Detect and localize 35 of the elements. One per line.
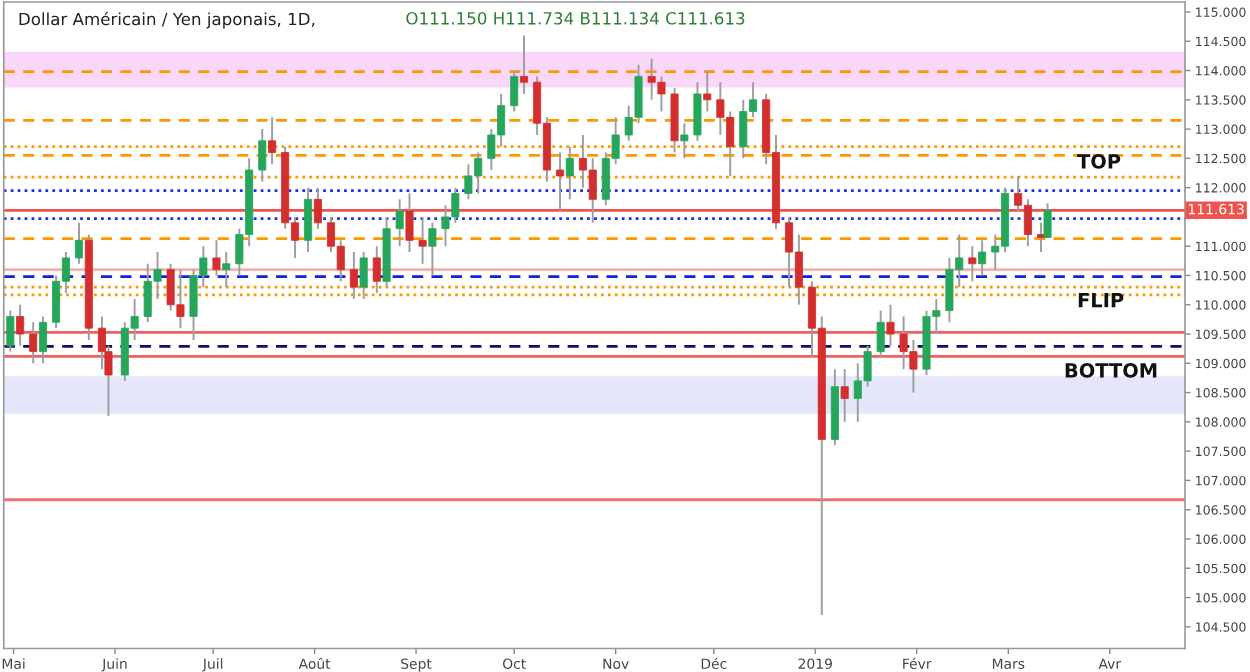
candlestick (840, 368, 849, 423)
candlestick (968, 245, 977, 283)
candlestick (16, 303, 25, 347)
annotation: TOP (1077, 153, 1121, 169)
candlestick (395, 198, 404, 248)
candlestick (556, 151, 565, 213)
annotation: BOTTOM (1065, 363, 1157, 378)
candlestick (359, 251, 368, 300)
candlestick (418, 215, 427, 265)
candlestick (978, 239, 987, 277)
candlestick (372, 245, 381, 295)
candlestick (268, 116, 277, 166)
candlestick (349, 251, 358, 300)
chart-subtitle: O111.150 H111.734 B111.134 C111.613 (406, 12, 745, 25)
candlestick (304, 186, 313, 254)
annotation: FLIP (1078, 293, 1124, 308)
candlestick (405, 192, 414, 254)
candlestick (680, 122, 689, 160)
candlestick (693, 81, 702, 142)
candlestick (29, 321, 38, 365)
candlestick (565, 145, 574, 201)
candlestick (886, 303, 895, 347)
candlestick (74, 221, 84, 265)
text: Dollar Américain / Yen japonais, 1D, (19, 11, 315, 29)
candlestick (428, 221, 437, 277)
candlestick (703, 69, 712, 113)
candlestick (212, 239, 221, 277)
candlestick (876, 309, 885, 359)
candlestick (670, 87, 679, 154)
candlestick (258, 128, 267, 183)
candlestick (520, 34, 529, 95)
candlestick (510, 69, 519, 113)
candlestick (39, 315, 48, 365)
candlestick (222, 251, 231, 289)
candlestick (313, 186, 322, 230)
